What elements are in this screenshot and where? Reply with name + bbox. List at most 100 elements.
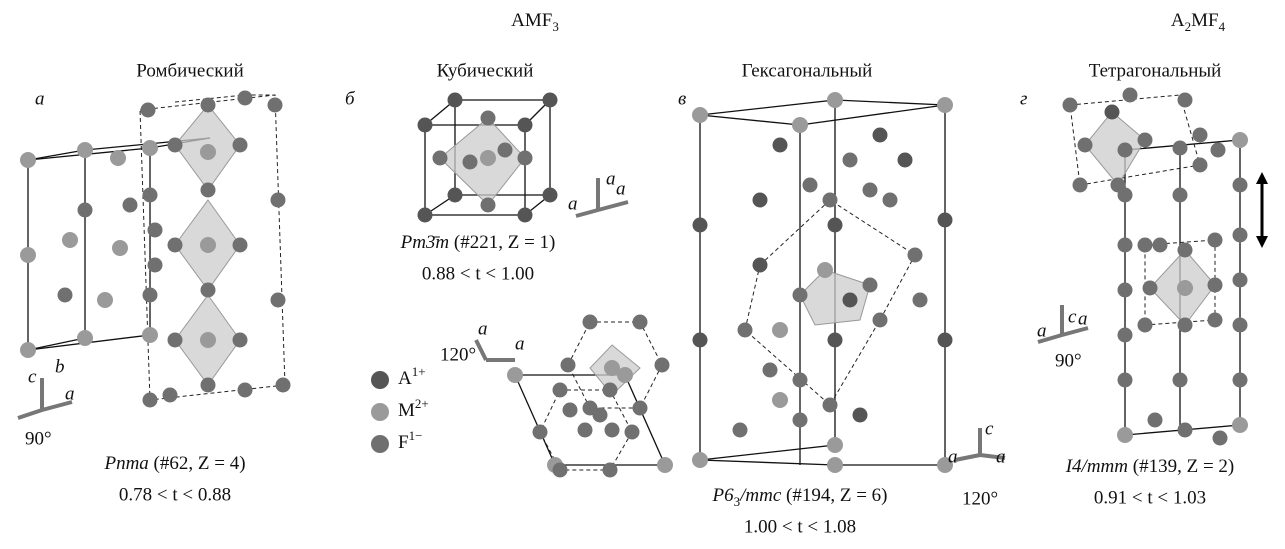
atom <box>1173 373 1188 388</box>
atom <box>143 188 158 203</box>
atom <box>655 358 670 373</box>
atom <box>418 208 433 223</box>
atom <box>168 138 183 153</box>
atom <box>233 238 248 253</box>
atom <box>518 208 533 223</box>
panel-letter: в <box>678 88 686 109</box>
atom <box>553 463 568 478</box>
atom <box>201 283 216 298</box>
atom <box>20 247 36 263</box>
space-group: Pnma (#62, Z = 4) <box>103 453 245 474</box>
atom <box>480 150 496 166</box>
cell-edge <box>28 148 150 350</box>
atom <box>863 183 878 198</box>
atom <box>873 313 888 328</box>
atom <box>763 363 778 378</box>
octahedron <box>800 270 870 325</box>
atom <box>97 292 113 308</box>
cell-edge <box>28 150 85 350</box>
atom <box>553 383 568 398</box>
atom <box>1138 318 1153 333</box>
octahedron <box>1085 112 1145 185</box>
tolerance: 0.91 < t < 1.03 <box>1094 487 1206 508</box>
atom <box>1233 373 1248 388</box>
panel-letter: б <box>345 88 356 109</box>
atom <box>1153 238 1168 253</box>
atom <box>692 107 708 123</box>
atom <box>938 333 953 348</box>
atom <box>123 198 138 213</box>
atom <box>753 193 768 208</box>
tolerance: 1.00 < t < 1.08 <box>744 516 856 537</box>
atom <box>843 153 858 168</box>
atom <box>633 401 648 416</box>
atom <box>1193 158 1208 173</box>
atom <box>817 262 833 278</box>
atom <box>853 408 868 423</box>
atom <box>793 288 808 303</box>
legend-label: A1+ <box>398 364 426 389</box>
axis-label: a <box>478 318 488 339</box>
atom <box>593 408 608 423</box>
space-group: Pm3̄m (#221, Z = 1) <box>400 232 556 253</box>
atom <box>1233 273 1248 288</box>
atom <box>738 323 753 338</box>
atom <box>1208 278 1223 293</box>
atom <box>1078 138 1093 153</box>
atom <box>533 425 548 440</box>
atom <box>20 342 36 358</box>
axis-triad <box>476 340 515 360</box>
group-header: A2MF4 <box>1171 10 1226 34</box>
cell-edge <box>515 375 665 465</box>
atom <box>78 203 93 218</box>
atom <box>271 193 286 208</box>
atom <box>827 457 843 473</box>
atom <box>1232 132 1248 148</box>
atom <box>268 98 283 113</box>
atom <box>1118 328 1133 343</box>
legend-label: F1− <box>398 428 422 453</box>
atom <box>803 178 818 193</box>
axis-label: a <box>948 446 958 467</box>
legend-marker <box>371 403 389 421</box>
atom <box>883 193 898 208</box>
atom <box>772 392 788 408</box>
atom <box>448 93 463 108</box>
atom <box>62 232 78 248</box>
atom <box>142 140 158 156</box>
atom <box>1118 238 1133 253</box>
atom <box>1118 373 1133 388</box>
atom <box>827 92 843 108</box>
axis-label: a <box>568 193 578 214</box>
atom <box>143 393 158 408</box>
atom <box>657 457 673 473</box>
atom <box>793 413 808 428</box>
atom <box>1063 98 1078 113</box>
atom <box>693 333 708 348</box>
axis-label: a <box>1078 308 1088 329</box>
atom <box>633 315 648 330</box>
atom <box>1233 228 1248 243</box>
atom <box>913 293 928 308</box>
panel-title: Ромбический <box>136 60 244 81</box>
atom <box>604 360 620 376</box>
atom <box>1138 238 1153 253</box>
atom <box>1213 431 1228 446</box>
atom <box>733 423 748 438</box>
axis-label: c <box>28 366 37 387</box>
atom <box>201 98 216 113</box>
atom <box>1233 178 1248 193</box>
axis-angle: 90° <box>1055 350 1082 371</box>
atom <box>448 188 463 203</box>
atom <box>603 383 618 398</box>
atom <box>1138 133 1153 148</box>
atom <box>238 91 253 106</box>
structures <box>18 88 1268 478</box>
atom <box>605 423 620 438</box>
atom <box>583 315 598 330</box>
atom <box>1233 318 1248 333</box>
atom <box>1148 413 1163 428</box>
atom <box>1073 178 1088 193</box>
atom <box>163 388 178 403</box>
atom <box>693 218 708 233</box>
